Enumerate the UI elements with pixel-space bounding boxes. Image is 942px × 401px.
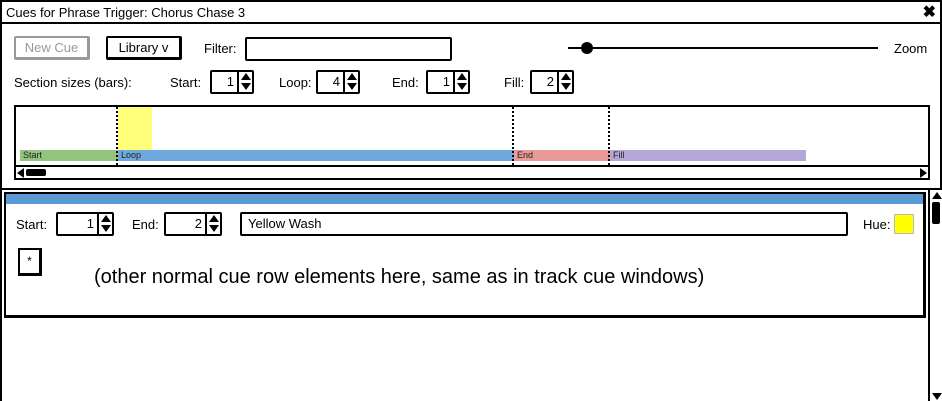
cue-end-value: 2 xyxy=(194,216,202,231)
fill-size-value: 2 xyxy=(546,74,554,89)
scroll-up-icon[interactable] xyxy=(932,192,942,199)
title-bar: Cues for Phrase Trigger: Chorus Chase 3 … xyxy=(2,2,940,24)
spinner-arrows-icon[interactable] xyxy=(97,214,112,234)
section-boundary-marker xyxy=(608,107,610,165)
fill-size-label: Fill: xyxy=(504,75,525,90)
fill-size-spinner[interactable]: 2 xyxy=(530,70,574,94)
end-size-label: End: xyxy=(392,75,419,90)
cue-start-spinner[interactable]: 1 xyxy=(56,212,114,236)
timeline-segment-start: Start xyxy=(20,150,118,161)
zoom-slider-thumb[interactable] xyxy=(580,42,593,54)
loop-highlight xyxy=(118,107,152,150)
spinner-arrows-icon[interactable] xyxy=(205,214,220,234)
scroll-thumb[interactable] xyxy=(932,202,940,224)
spinner-arrows-icon[interactable] xyxy=(453,72,468,92)
start-size-spinner[interactable]: 1 xyxy=(210,70,254,94)
timeline-segment-fill: Fill xyxy=(610,150,806,161)
cue-start-label: Start: xyxy=(16,217,48,232)
hue-label: Hue: xyxy=(863,217,891,232)
placeholder-note: (other normal cue row elements here, sam… xyxy=(94,266,705,288)
section-sizes-label: Section sizes (bars): xyxy=(14,75,132,90)
phrase-timeline[interactable]: Start Loop End Fill xyxy=(14,105,930,180)
cue-list-vertical-scrollbar[interactable] xyxy=(928,190,942,401)
scroll-left-icon[interactable] xyxy=(17,168,24,178)
cue-color-bar xyxy=(6,194,923,204)
cue-name-input[interactable]: Yellow Wash xyxy=(240,212,848,236)
loop-size-value: 4 xyxy=(332,74,340,89)
section-boundary-marker xyxy=(116,107,118,165)
timeline-segment-end: End xyxy=(514,150,610,161)
cue-row: Start: 1 End: 2 Yellow Wash Hue: * (othe… xyxy=(4,192,926,318)
start-size-value: 1 xyxy=(226,74,234,89)
new-cue-button[interactable]: New Cue xyxy=(14,36,90,60)
window-title: Cues for Phrase Trigger: Chorus Chase 3 xyxy=(6,5,246,20)
zoom-label: Zoom xyxy=(894,41,928,56)
timeline-segment-loop: Loop xyxy=(118,150,514,161)
close-icon[interactable]: ✖ xyxy=(922,4,936,21)
end-size-spinner[interactable]: 1 xyxy=(426,70,470,94)
loop-size-label: Loop: xyxy=(279,75,312,90)
hue-swatch[interactable] xyxy=(894,214,914,234)
cue-list: Start: 1 End: 2 Yellow Wash Hue: * (othe… xyxy=(2,188,942,401)
timeline-horizontal-scrollbar[interactable] xyxy=(16,165,928,178)
filter-input[interactable] xyxy=(245,37,452,61)
cue-end-label: End: xyxy=(132,217,159,232)
spinner-arrows-icon[interactable] xyxy=(557,72,572,92)
scroll-down-icon[interactable] xyxy=(932,393,942,400)
spinner-arrows-icon[interactable] xyxy=(343,72,358,92)
spinner-arrows-icon[interactable] xyxy=(237,72,252,92)
library-menu-button[interactable]: Library v xyxy=(106,36,182,60)
end-size-value: 1 xyxy=(442,74,450,89)
filter-label: Filter: xyxy=(204,41,237,56)
start-size-label: Start: xyxy=(170,75,202,90)
section-boundary-marker xyxy=(512,107,514,165)
cue-start-value: 1 xyxy=(86,216,94,231)
scroll-right-icon[interactable] xyxy=(920,168,927,178)
loop-size-spinner[interactable]: 4 xyxy=(316,70,360,94)
zoom-slider-track[interactable] xyxy=(568,47,878,49)
cue-end-spinner[interactable]: 2 xyxy=(164,212,222,236)
cue-star-button[interactable]: * xyxy=(18,248,42,276)
scroll-thumb[interactable] xyxy=(26,169,46,176)
